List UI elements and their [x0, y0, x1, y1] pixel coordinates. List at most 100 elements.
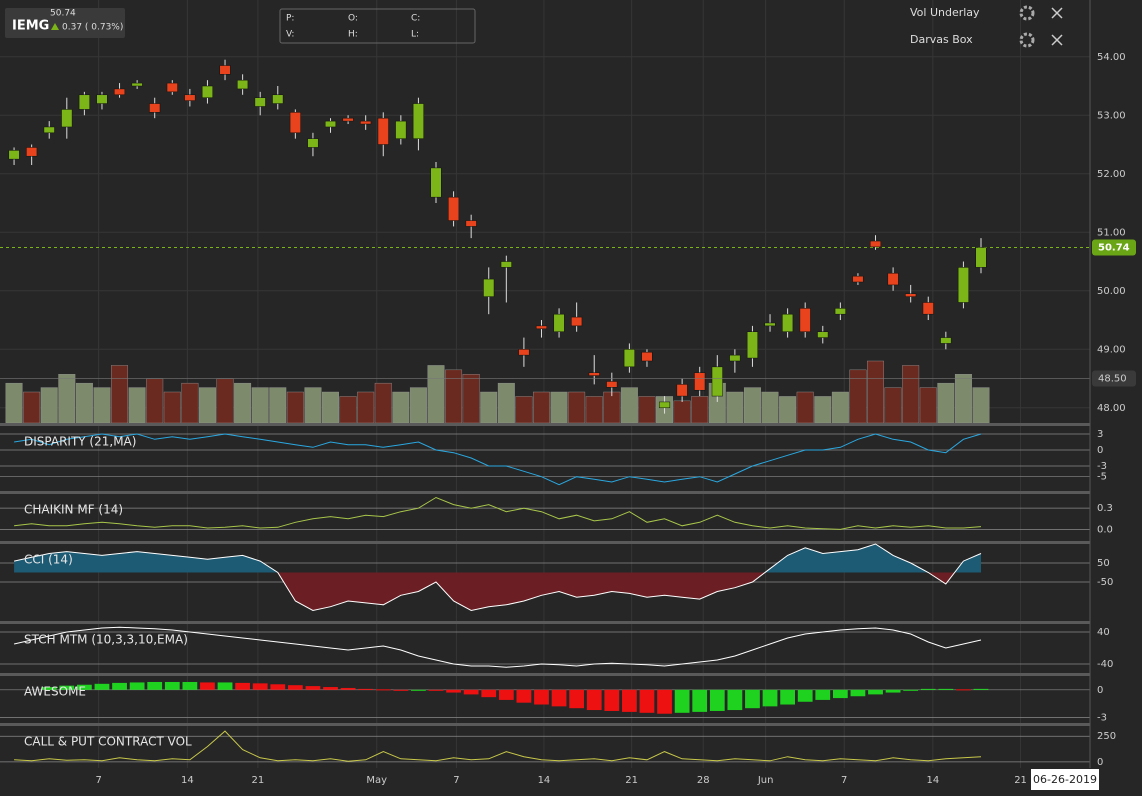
volume-bar	[251, 387, 269, 424]
volume-bar	[673, 400, 691, 424]
settings-icon[interactable]	[1019, 32, 1035, 48]
histogram-bar	[534, 689, 549, 705]
candle-body	[61, 109, 73, 128]
candle-body	[237, 79, 249, 90]
ohlc-label: H:	[348, 30, 358, 40]
candle-body	[342, 117, 354, 122]
candle-body	[254, 97, 266, 107]
panel-tick-label: 0.3	[1097, 503, 1113, 514]
candle-body	[114, 88, 126, 96]
y-tick-label: 51.00	[1097, 227, 1126, 238]
candle-body	[201, 85, 213, 98]
close-icon[interactable]	[1051, 34, 1063, 46]
area-negative	[14, 572, 981, 611]
volume-bar	[234, 382, 252, 424]
volume-bar	[919, 387, 937, 424]
histogram-bar	[762, 689, 778, 707]
panel-tick-label: 3	[1097, 429, 1103, 440]
ohlc-label: O:	[348, 14, 358, 24]
panel-tick-label: 0	[1097, 757, 1103, 768]
volume-bar	[339, 396, 357, 424]
panel-tick-label: -3	[1097, 461, 1107, 472]
study-name[interactable]: Darvas Box	[910, 33, 973, 46]
candle-body	[26, 147, 38, 157]
candle-body	[887, 272, 899, 286]
candle-body	[922, 302, 934, 315]
volume-bar	[743, 387, 761, 424]
histogram-bar	[411, 689, 426, 691]
volume-bar	[128, 387, 146, 424]
candle-body	[377, 117, 389, 145]
study-name[interactable]: Vol Underlay	[910, 6, 980, 19]
volume-bar	[58, 374, 76, 424]
histogram-bar	[164, 681, 180, 690]
panel-separator	[0, 423, 1090, 426]
volume-bar	[603, 391, 621, 424]
panel-separator	[0, 621, 1090, 624]
volume-bar	[322, 391, 339, 424]
ticker: IEMG	[12, 19, 49, 34]
candle-body	[641, 351, 653, 362]
volume-bar	[111, 365, 129, 424]
volume-bar	[409, 387, 427, 424]
last-price: 50.74	[50, 9, 76, 19]
candle-body	[8, 150, 20, 160]
histogram-bar	[323, 687, 338, 690]
x-tick-label: 14	[926, 775, 939, 786]
marker-tag	[1092, 370, 1136, 387]
histogram-bar	[973, 688, 989, 690]
histogram-bar	[868, 689, 883, 695]
histogram-bar	[780, 689, 795, 705]
x-tick-label: 7	[453, 775, 459, 786]
histogram-bar	[604, 689, 620, 711]
y-tick-label: 54.00	[1097, 52, 1126, 63]
x-tick-label: 28	[697, 775, 710, 786]
settings-icon[interactable]	[1019, 5, 1035, 21]
quote-box-bg	[5, 8, 125, 38]
candle-body	[799, 308, 811, 332]
up-arrow	[51, 23, 59, 30]
panel-separator	[0, 491, 1090, 494]
histogram-bar	[270, 684, 286, 690]
volume-bar	[585, 396, 603, 424]
histogram-bar	[938, 688, 954, 690]
volume-bar	[480, 391, 498, 424]
histogram-bar	[112, 682, 127, 690]
panel-title: DISPARITY (21,MA)	[24, 435, 136, 449]
x-tick-label: 21	[625, 775, 638, 786]
volume-bar	[374, 382, 392, 424]
y-tick-label: 53.00	[1097, 110, 1126, 121]
histogram-bar	[692, 689, 708, 712]
histogram-bar	[674, 689, 690, 713]
panel-separator	[0, 541, 1090, 544]
close-icon[interactable]	[1051, 7, 1063, 19]
candle-body	[606, 381, 618, 388]
panel-separator	[0, 673, 1090, 676]
y-tick-label: 52.00	[1097, 169, 1126, 180]
volume-bar	[726, 391, 744, 424]
panel-tick-label: -3	[1097, 712, 1107, 723]
change: 0.37 ( 0.73%)	[62, 23, 123, 33]
volume-bar	[163, 391, 181, 424]
candle-body	[869, 240, 882, 248]
volume-bar	[796, 391, 814, 424]
histogram-bar	[956, 689, 971, 691]
candle-body	[149, 103, 161, 113]
ohlc-box: P: O: C: V: H: L:	[279, 8, 476, 44]
volume-bar	[954, 374, 972, 424]
panel-title: CHAIKIN MF (14)	[24, 503, 123, 517]
volume-bar	[761, 391, 779, 424]
cursor-date: 06-26-2019	[1033, 773, 1097, 786]
histogram-bar	[885, 689, 901, 693]
area-positive	[14, 544, 981, 573]
histogram-bar	[727, 689, 743, 711]
volume-bar	[286, 391, 304, 424]
quote-box[interactable]: 50.74 IEMG 0.37 ( 0.73%)	[5, 8, 125, 38]
volume-bar	[884, 387, 902, 424]
volume-bar	[427, 365, 445, 424]
indicator-line	[14, 433, 982, 486]
candle-body	[694, 372, 706, 391]
x-tick-label: 7	[841, 775, 847, 786]
histogram-bar	[920, 688, 936, 690]
